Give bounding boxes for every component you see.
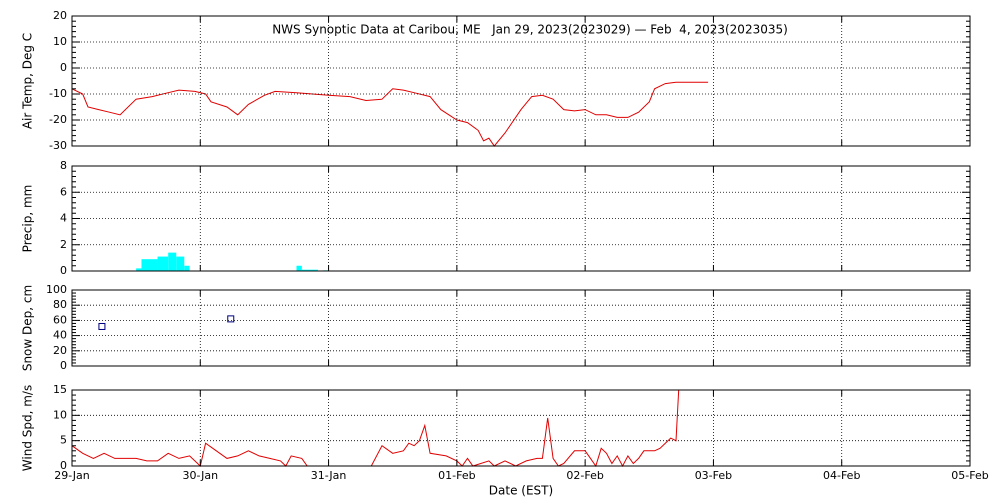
- plot: [98, 315, 235, 330]
- plot: [136, 252, 329, 271]
- plot: [72, 81, 709, 147]
- line: [72, 389, 680, 467]
- y-tick-label: 20: [53, 9, 67, 22]
- bar: [176, 256, 185, 271]
- y-tick-label: 2: [60, 238, 67, 251]
- y-tick-label: 40: [53, 329, 67, 342]
- point: [98, 322, 106, 330]
- bar: [168, 252, 177, 271]
- bar: [296, 265, 302, 271]
- y-axis-label: Wind Spd, m/s: [21, 385, 35, 471]
- y-tick-label: 0: [60, 61, 67, 74]
- y-tick-label: 15: [53, 383, 67, 396]
- bar: [136, 268, 142, 271]
- x-tick-label: 05-Feb: [951, 469, 988, 482]
- x-tick-label: 04-Feb: [823, 469, 860, 482]
- frame: [71, 389, 971, 467]
- y-tick-label: 0: [60, 359, 67, 372]
- y-tick-label: -20: [49, 113, 67, 126]
- chart-title: NWS Synoptic Data at Caribou, ME Jan 29,…: [272, 23, 788, 37]
- x-tick-label: 01-Feb: [438, 469, 475, 482]
- y-tick-label: -10: [49, 87, 67, 100]
- x-tick-label: 03-Feb: [695, 469, 732, 482]
- y-tick-label: 0: [60, 459, 67, 472]
- x-tick-label: 31-Jan: [311, 469, 347, 482]
- bar: [141, 259, 158, 271]
- bar: [184, 265, 190, 271]
- y-axis-label: Air Temp, Deg C: [21, 33, 35, 129]
- bar: [301, 269, 318, 271]
- y-axis-label: Snow Dep, cm: [21, 285, 35, 371]
- frame: [71, 165, 971, 272]
- x-tick-label: 29-Jan: [54, 469, 90, 482]
- frame: [71, 289, 971, 367]
- y-tick-label: 6: [60, 185, 67, 198]
- x-tick-label: 02-Feb: [566, 469, 603, 482]
- y-tick-label: 60: [53, 313, 67, 326]
- y-tick-label: 100: [46, 283, 67, 296]
- y-tick-label: 80: [53, 298, 67, 311]
- y-tick-label: 0: [60, 264, 67, 277]
- point: [227, 315, 235, 323]
- plot: [72, 389, 680, 467]
- y-tick-label: 10: [53, 35, 67, 48]
- y-tick-label: -30: [49, 139, 67, 152]
- line: [72, 81, 709, 147]
- x-axis-label: Date (EST): [489, 484, 553, 498]
- x-tick-label: 30-Jan: [183, 469, 219, 482]
- bar: [157, 256, 169, 271]
- y-tick-label: 4: [60, 212, 67, 225]
- y-tick-label: 5: [60, 434, 67, 447]
- y-tick-label: 10: [53, 408, 67, 421]
- frame: [71, 15, 971, 147]
- y-tick-label: 8: [60, 159, 67, 172]
- y-axis-label: Precip, mm: [21, 185, 35, 253]
- y-tick-label: 20: [53, 344, 67, 357]
